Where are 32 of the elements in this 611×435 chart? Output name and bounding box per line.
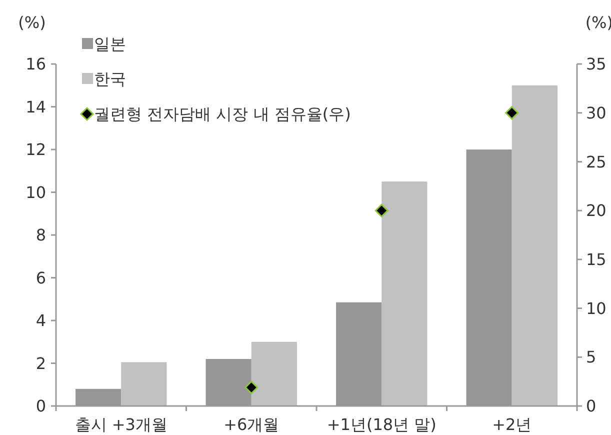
legend-label: 일본 (94, 34, 126, 54)
y-tick-label: 4 (36, 311, 46, 330)
y2-tick-label: 10 (586, 298, 606, 318)
y2-tick-label: 35 (586, 54, 606, 74)
legend-label: 궐련형 전자담배 시장 내 점유율(우) (94, 104, 351, 124)
bar (512, 85, 558, 406)
point (244, 380, 258, 394)
x-tick-label: 출시 +3개월 (74, 415, 168, 434)
y-tick-label: 16 (26, 54, 46, 74)
bar (121, 362, 167, 406)
y2-tick-label: 30 (586, 103, 606, 122)
bar (251, 342, 297, 406)
y-tick-label: 14 (26, 97, 46, 116)
y-tick-label: 0 (36, 396, 46, 416)
y-tick-label: 2 (36, 354, 46, 373)
point (505, 106, 519, 120)
y-tick-label: 10 (26, 182, 46, 202)
x-tick-label: +2년 (492, 415, 532, 434)
y-tick-label: 8 (36, 226, 46, 245)
y-axis-title: (%) (18, 13, 46, 32)
x-tick-label: +1년(18년 말) (326, 415, 436, 434)
y2-tick-label: 20 (586, 201, 606, 220)
y2-tick-label: 5 (586, 348, 596, 367)
y2-tick-label: 15 (586, 250, 606, 270)
point (374, 204, 388, 218)
y2-tick-label: 0 (586, 396, 596, 416)
x-tick-label: +6개월 (224, 415, 280, 434)
bar (382, 182, 428, 406)
y2-tick-label: 25 (586, 152, 606, 172)
legend-label: 한국 (94, 70, 126, 89)
y-tick-label: 12 (26, 140, 46, 160)
y-tick-label: 6 (36, 268, 46, 288)
